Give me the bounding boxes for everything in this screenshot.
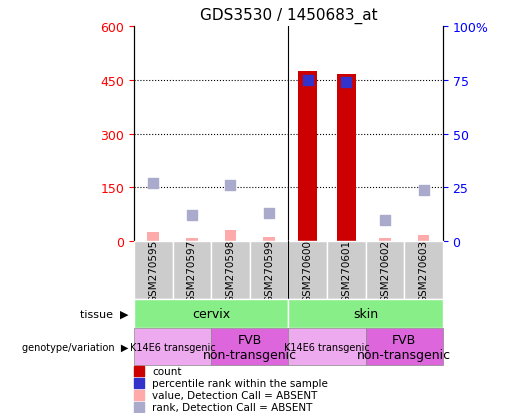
Point xyxy=(227,183,235,189)
Bar xyxy=(288,242,327,299)
Bar xyxy=(173,242,211,299)
Bar xyxy=(337,75,356,242)
Text: GSM270595: GSM270595 xyxy=(148,239,158,302)
Bar xyxy=(225,231,236,242)
Text: value, Detection Call = ABSENT: value, Detection Call = ABSENT xyxy=(152,390,317,400)
Text: K14E6 transgenic: K14E6 transgenic xyxy=(130,342,215,352)
Point xyxy=(303,77,312,84)
Text: genotype/variation  ▶: genotype/variation ▶ xyxy=(22,342,129,352)
Bar xyxy=(327,242,366,299)
Bar xyxy=(211,242,250,299)
Text: GSM270602: GSM270602 xyxy=(380,239,390,302)
Point xyxy=(149,180,158,187)
Text: percentile rank within the sample: percentile rank within the sample xyxy=(152,378,328,388)
Bar xyxy=(211,328,288,366)
Point xyxy=(342,79,350,86)
Text: GSM270597: GSM270597 xyxy=(187,239,197,302)
Bar xyxy=(186,238,198,242)
Bar xyxy=(404,242,443,299)
Text: K14E6 transgenic: K14E6 transgenic xyxy=(284,342,370,352)
Bar xyxy=(134,242,173,299)
Bar xyxy=(134,299,288,328)
Text: GSM270598: GSM270598 xyxy=(226,239,235,302)
Point xyxy=(187,213,196,219)
Bar xyxy=(250,242,288,299)
Text: FVB
non-transgenic: FVB non-transgenic xyxy=(203,333,297,361)
Bar xyxy=(263,237,275,242)
Bar xyxy=(366,242,404,299)
Text: GSM270601: GSM270601 xyxy=(341,239,351,302)
Bar xyxy=(418,235,430,242)
Bar xyxy=(298,71,317,242)
Text: GSM270603: GSM270603 xyxy=(419,239,428,302)
Bar xyxy=(366,328,443,366)
Bar xyxy=(147,233,159,242)
Bar xyxy=(134,328,211,366)
Text: GSM270600: GSM270600 xyxy=(303,239,313,302)
Title: GDS3530 / 1450683_at: GDS3530 / 1450683_at xyxy=(200,8,377,24)
Bar xyxy=(288,328,366,366)
Text: FVB
non-transgenic: FVB non-transgenic xyxy=(357,333,451,361)
Text: tissue  ▶: tissue ▶ xyxy=(80,309,129,319)
Point xyxy=(381,217,389,223)
Bar xyxy=(288,299,443,328)
Text: rank, Detection Call = ABSENT: rank, Detection Call = ABSENT xyxy=(152,402,312,412)
Text: GSM270599: GSM270599 xyxy=(264,239,274,302)
Text: cervix: cervix xyxy=(192,307,230,320)
Point xyxy=(265,210,273,217)
Text: count: count xyxy=(152,366,181,376)
Bar xyxy=(379,239,391,242)
Point xyxy=(419,187,427,193)
Text: skin: skin xyxy=(353,307,378,320)
